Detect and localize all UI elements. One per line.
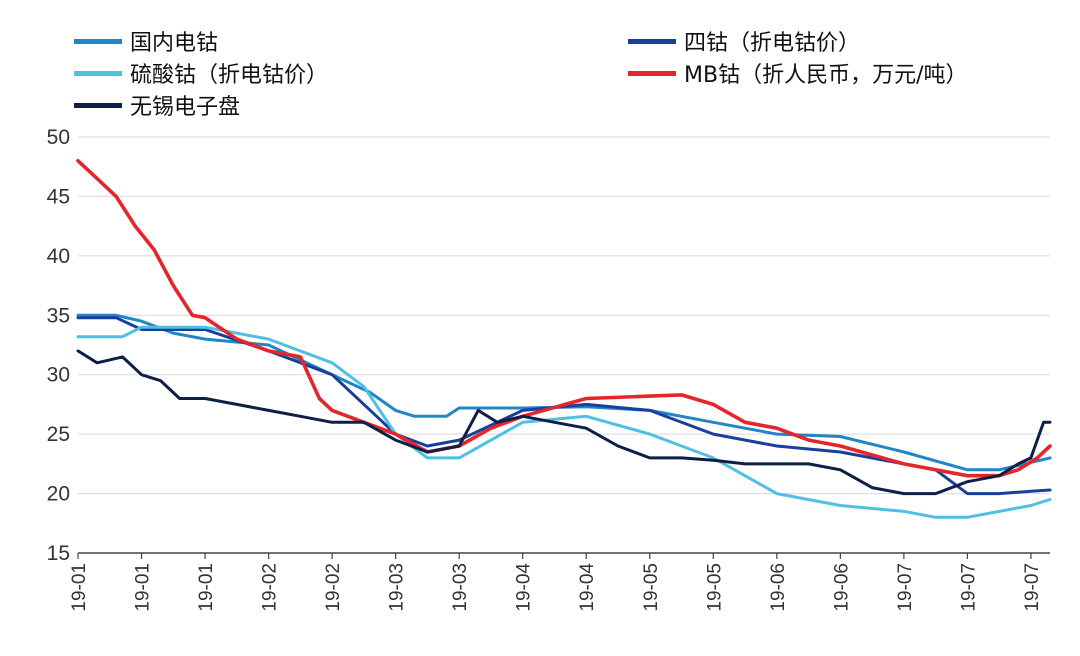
x-tick-label: 19-07 [895,563,916,612]
x-tick-label: 19-05 [641,563,662,612]
legend-item-series-4: MB钴（折人民币，万元/吨） [628,58,968,88]
x-tick-label: 19-06 [831,563,852,612]
y-tick-label: 50 [47,126,70,149]
x-axis-ticks: 19-01 19-01 19-01 19-02 19-02 19-03 19-03 19-04… [69,553,1043,612]
series-lines [76,159,1052,519]
grid-lines [78,136,1050,495]
series-line-4 [76,159,1052,478]
series-line-5 [76,349,1052,496]
series-line-1 [76,313,1052,472]
legend-label: 硫酸钴（折电钴价） [130,63,329,88]
legend-item-series-1: 国内电钴 [74,26,218,56]
x-tick-label: 19-01 [196,563,217,612]
legend-label: MB钴（折人民币，万元/吨） [684,63,968,88]
legend-swatch [628,70,676,76]
legend-swatch [74,70,122,76]
x-tick-label: 19-07 [1022,563,1043,612]
y-tick-label: 40 [47,245,70,268]
legend-swatch [74,38,122,44]
x-tick-label: 19-03 [387,563,408,612]
y-tick-label: 15 [47,542,70,565]
x-tick-label: 19-02 [260,563,281,612]
y-tick-label: 25 [47,423,70,446]
y-tick-label: 30 [47,364,70,387]
x-tick-label: 19-07 [958,563,979,612]
legend-label: 国内电钴 [130,31,219,56]
x-tick-label: 19-06 [768,563,789,612]
x-tick-label: 19-04 [514,563,535,612]
x-tick-label: 19-04 [577,563,598,612]
x-tick-label: 19-03 [450,563,471,612]
legend-swatch [628,38,676,44]
x-tick-label: 19-01 [69,563,90,612]
y-axis-ticks: 15 20 25 30 35 40 45 50 [47,126,70,565]
y-tick-label: 35 [47,304,70,327]
legend-item-series-3: 硫酸钴（折电钴价） [74,58,328,88]
legend-label: 无锡电子盘 [130,95,241,120]
x-tick-label: 19-01 [133,563,154,612]
legend-item-series-2: 四钴（折电钴价） [628,26,860,56]
x-tick-label: 19-05 [704,563,725,612]
legend: 国内电钴 四钴（折电钴价） 硫酸钴（折电钴价） MB钴（折人民币，万元/吨） 无… [0,0,1080,130]
legend-swatch [74,102,122,108]
legend-label: 四钴（折电钴价） [684,31,861,56]
y-tick-label: 20 [47,483,70,506]
series-line-3 [76,325,1052,519]
x-tick-label: 19-02 [323,563,344,612]
legend-item-series-5: 无锡电子盘 [74,90,240,120]
y-tick-label: 45 [47,185,70,208]
